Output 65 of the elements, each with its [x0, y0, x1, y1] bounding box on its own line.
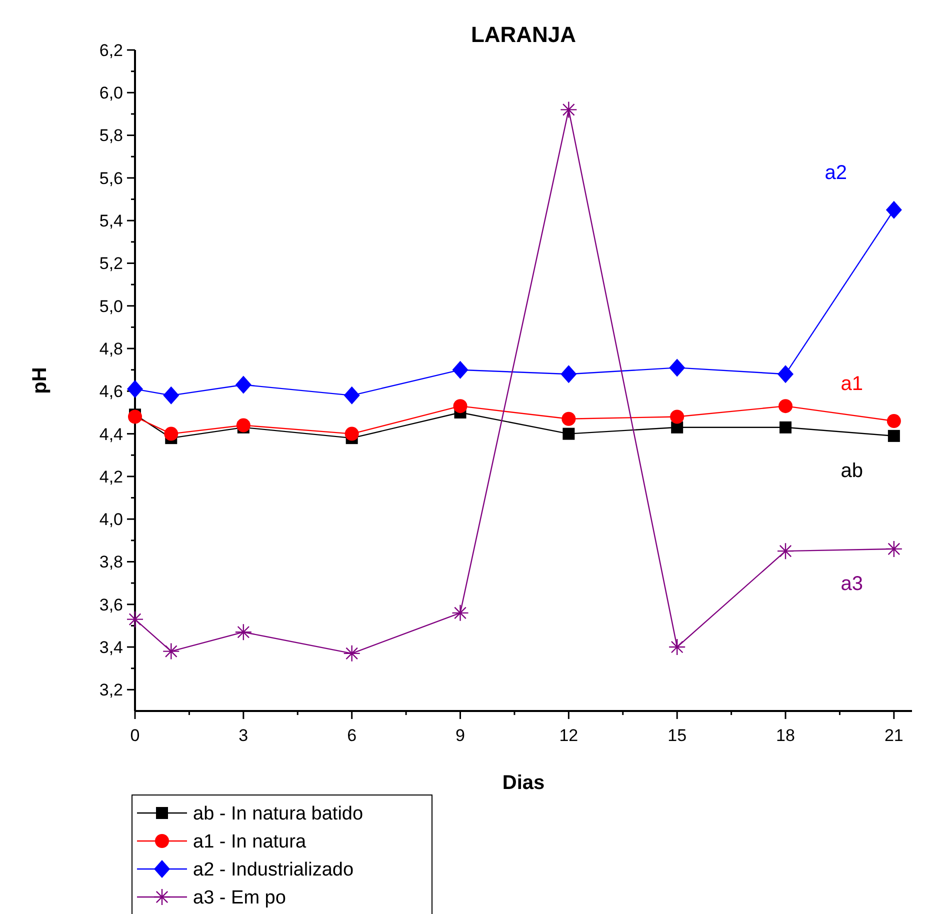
legend-label: a3 - Em po: [193, 888, 286, 909]
y-tick-label: 4,0: [99, 510, 123, 530]
y-axis-title: pH: [29, 367, 51, 394]
point: [235, 376, 252, 394]
y-tick-label: 3,8: [99, 552, 123, 572]
point: [780, 421, 792, 434]
x-tick-label: 0: [130, 726, 140, 745]
y-tick-label: 4,4: [99, 424, 123, 444]
point: [162, 642, 180, 660]
point: [234, 624, 252, 641]
y-tick-label: 3,4: [99, 638, 123, 657]
point: [560, 365, 577, 384]
x-tick-label: 15: [668, 726, 687, 745]
annotation: a1: [840, 373, 864, 396]
point: [562, 412, 576, 426]
x-tick-label: 3: [238, 726, 248, 745]
chart-title: LARANJA: [470, 22, 576, 47]
point: [453, 399, 468, 414]
y-tick-label: 5,4: [99, 212, 123, 231]
point: [127, 380, 143, 398]
point: [344, 426, 359, 441]
x-axis-title: Dias: [502, 772, 545, 794]
point: [126, 610, 144, 628]
point: [778, 365, 794, 384]
point: [452, 604, 469, 622]
point: [669, 358, 686, 377]
y-tick-label: 4,2: [99, 467, 123, 486]
legend-label: ab - In natura batido: [193, 804, 364, 825]
y-tick-label: 5,8: [99, 126, 123, 146]
point: [236, 418, 250, 432]
point: [886, 200, 902, 219]
y-tick-label: 5,2: [99, 254, 123, 274]
x-tick-label: 9: [456, 726, 465, 745]
x-tick-label: 18: [776, 726, 795, 745]
y-tick-label: 5,0: [99, 296, 123, 316]
point: [163, 386, 180, 404]
y-tick-label: 4,8: [99, 339, 123, 358]
annotation: ab: [840, 460, 864, 482]
legend-label: a2 - Industrializado: [193, 860, 354, 881]
point: [885, 540, 903, 558]
x-tick-label: 12: [559, 726, 578, 745]
y-tick-label: 3,2: [99, 680, 123, 700]
x-tick-label: 21: [884, 726, 904, 745]
annotation: a3: [840, 572, 864, 595]
point: [668, 638, 686, 656]
point: [888, 430, 900, 442]
point: [670, 410, 684, 424]
y-tick-label: 6,0: [99, 84, 123, 103]
point: [560, 101, 578, 118]
y-tick-label: 3,6: [99, 595, 123, 614]
point: [164, 426, 178, 441]
point: [886, 414, 901, 428]
point: [344, 386, 360, 404]
point: [128, 410, 142, 424]
y-tick-label: 4,6: [99, 382, 123, 402]
legend-label: a1 - In natura: [193, 832, 306, 853]
annotation: a2: [824, 162, 848, 184]
point: [776, 542, 794, 560]
point: [562, 428, 575, 440]
y-tick-label: 6,2: [99, 40, 123, 60]
point: [452, 360, 468, 379]
y-tick-label: 5,6: [99, 168, 123, 188]
x-tick-label: 6: [347, 726, 357, 745]
point: [778, 399, 793, 414]
point: [343, 644, 360, 662]
